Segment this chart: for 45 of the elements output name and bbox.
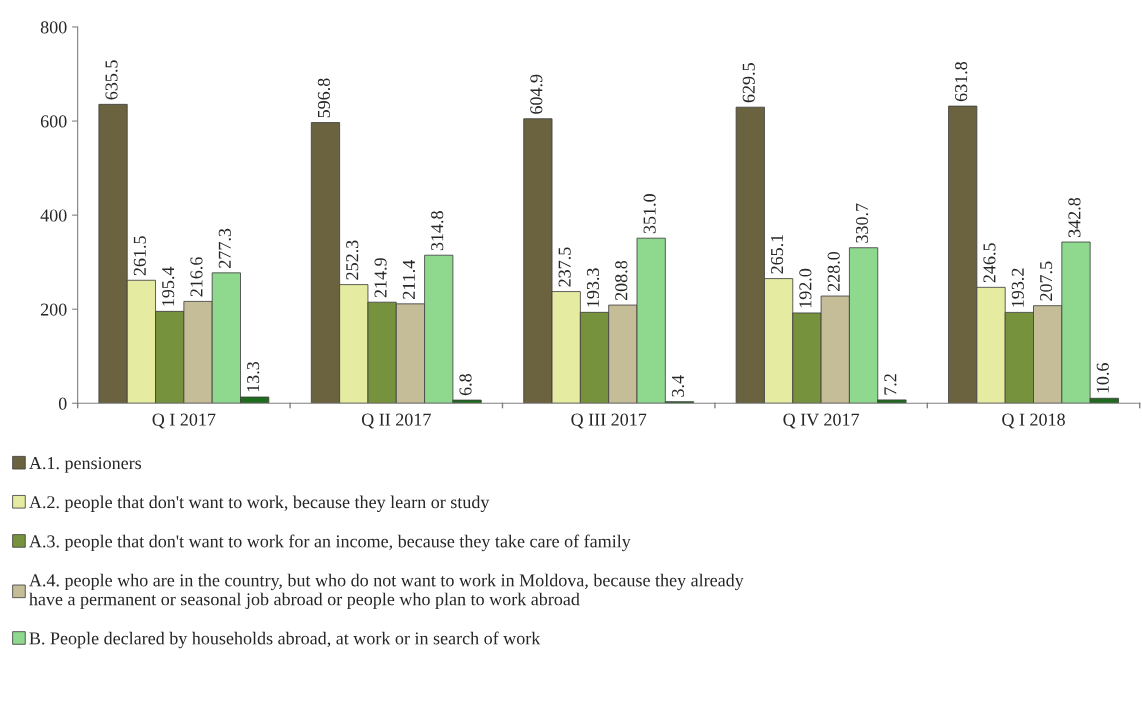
- data-label: 342.8: [1068, 197, 1081, 238]
- data-label: 208.8: [615, 260, 628, 301]
- data-label: 631.8: [955, 61, 968, 102]
- data-label: 330.7: [855, 203, 869, 243]
- y-tick-label: 800: [40, 21, 67, 34]
- data-label: 214.9: [374, 258, 387, 298]
- data-label: 604.9: [530, 74, 543, 114]
- data-label: 10.6: [1096, 363, 1109, 393]
- data-label: 13.3: [247, 361, 260, 392]
- data-label: 314.8: [431, 211, 444, 251]
- x-tick-label: Q III 2017: [571, 413, 647, 429]
- data-label: 228.0: [827, 251, 840, 292]
- data-label: 237.5: [558, 247, 571, 287]
- data-label: 216.6: [190, 257, 203, 297]
- y-tick-label: 200: [40, 303, 67, 316]
- x-tick-label: Q IV 2017: [783, 413, 860, 429]
- legend-label: A.4. people who are in the country, but who do not want to work in Moldova, because they already have a permanent or seasonal job abroad or people who plan to work abroad: [29, 573, 744, 610]
- data-label: 192.0: [799, 268, 812, 308]
- data-label: 211.4: [402, 260, 416, 299]
- y-tick-label: 0: [58, 397, 67, 410]
- x-tick-label: Q I 2017: [152, 413, 216, 429]
- x-tick-label: Q II 2017: [361, 413, 431, 429]
- data-label: 351.0: [643, 194, 656, 234]
- data-label: 629.5: [742, 63, 755, 103]
- data-label: 246.5: [983, 243, 996, 283]
- data-label: 193.2: [1011, 268, 1024, 307]
- data-label: 596.8: [317, 78, 331, 118]
- legend-label: A.2. people that don't want to work, because they learn or study: [29, 495, 490, 512]
- legend-label: B. People declared by households abroad, at work or in search of work: [29, 631, 541, 649]
- data-label: 6.8: [459, 374, 472, 396]
- data-label: 7.2: [884, 374, 897, 395]
- y-tick-label: 600: [40, 115, 67, 128]
- y-tick-label: 400: [40, 209, 67, 222]
- data-label: 277.3: [218, 228, 231, 268]
- data-label: 193.3: [586, 268, 600, 307]
- legend-label: A.3. people that don't want to work for an income, because they take care of family: [29, 534, 631, 552]
- data-label: 265.1: [771, 234, 784, 274]
- data-label: 207.5: [1040, 261, 1053, 301]
- data-label: 261.5: [133, 236, 146, 276]
- data-label: 635.5: [105, 60, 118, 100]
- x-tick-label: Q I 2018: [1002, 413, 1065, 429]
- data-label: 195.4: [162, 266, 175, 306]
- data-label: 3.4: [671, 375, 685, 397]
- legend-label: A.1. pensioners: [29, 457, 142, 473]
- data-label: 252.3: [346, 240, 359, 280]
